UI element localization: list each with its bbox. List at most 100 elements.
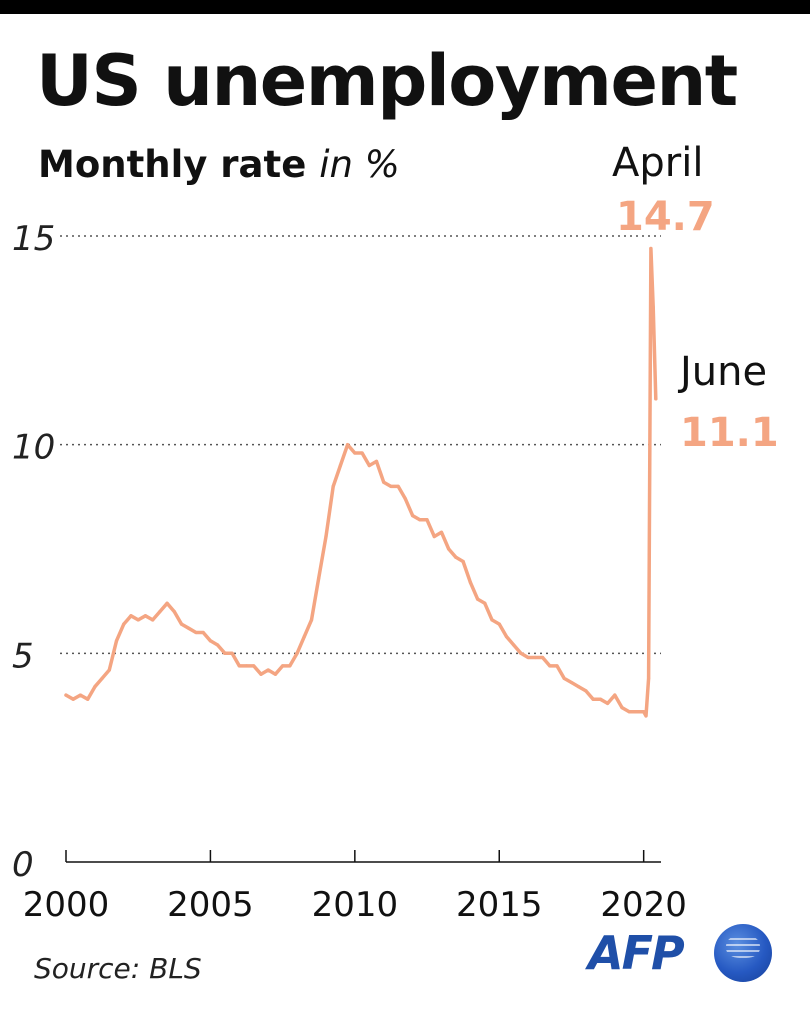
axes bbox=[65, 850, 661, 863]
data-point bbox=[237, 664, 241, 668]
data-point bbox=[100, 676, 104, 680]
x-tick-label-2015: 2015 bbox=[456, 885, 543, 925]
annotation-april-month: April bbox=[612, 140, 703, 186]
data-point bbox=[179, 622, 184, 626]
data-point bbox=[483, 601, 487, 605]
data-point bbox=[605, 701, 610, 706]
data-point bbox=[143, 614, 148, 618]
data-point bbox=[208, 639, 213, 643]
data-point bbox=[533, 655, 537, 660]
data-point bbox=[338, 463, 342, 468]
data-point bbox=[512, 643, 516, 647]
data-point bbox=[382, 480, 386, 484]
data-point bbox=[331, 484, 335, 488]
data-point bbox=[432, 534, 436, 539]
afp-logo: AFP bbox=[588, 920, 778, 990]
y-tick-label-5: 5 bbox=[12, 636, 34, 676]
data-point bbox=[646, 676, 651, 680]
data-point bbox=[288, 664, 292, 668]
data-point bbox=[158, 610, 162, 614]
data-point bbox=[187, 626, 191, 630]
data-point bbox=[654, 397, 658, 401]
data-point bbox=[490, 618, 494, 622]
data-point bbox=[634, 710, 639, 714]
afp-logo-text: AFP bbox=[588, 926, 685, 980]
data-point bbox=[411, 514, 415, 518]
data-point bbox=[548, 664, 552, 668]
data-point bbox=[324, 534, 328, 539]
subtitle-unit: in % bbox=[319, 143, 400, 186]
data-point bbox=[78, 693, 83, 697]
data-point bbox=[569, 680, 574, 685]
data-point bbox=[651, 305, 655, 309]
data-point bbox=[259, 672, 263, 676]
annotations: April 14.7 June 11.1 bbox=[612, 140, 779, 456]
data-point bbox=[475, 597, 480, 601]
data-point bbox=[223, 651, 227, 655]
data-point bbox=[577, 685, 581, 689]
data-point bbox=[129, 614, 133, 618]
data-point bbox=[461, 559, 465, 564]
y-tick-label-10: 10 bbox=[12, 428, 55, 468]
data-point bbox=[374, 459, 379, 463]
top-bar bbox=[0, 0, 810, 14]
data-point bbox=[540, 655, 545, 660]
data-point bbox=[172, 610, 176, 614]
data-point bbox=[230, 651, 234, 655]
data-point bbox=[649, 246, 653, 251]
globe-icon bbox=[714, 924, 772, 982]
data-point bbox=[216, 643, 220, 647]
data-point bbox=[281, 664, 285, 668]
data-point bbox=[396, 484, 400, 488]
data-point bbox=[504, 635, 509, 639]
data-point bbox=[194, 630, 198, 635]
data-point bbox=[302, 635, 306, 639]
data-point bbox=[526, 655, 530, 660]
data-point bbox=[367, 463, 371, 468]
data-point bbox=[562, 676, 566, 680]
tick-labels: 0 5 10 15 2000 2005 2010 2015 2020 bbox=[12, 219, 687, 925]
data-point bbox=[114, 639, 119, 643]
chart-title: US unemployment bbox=[36, 40, 738, 122]
data-point bbox=[64, 693, 68, 697]
data-point bbox=[425, 518, 429, 522]
data-point bbox=[598, 697, 602, 701]
data-point bbox=[93, 685, 97, 689]
data-point bbox=[273, 672, 278, 676]
data-point bbox=[360, 451, 364, 455]
x-tick-label-2020: 2020 bbox=[600, 885, 687, 925]
data-point bbox=[389, 484, 393, 488]
series-line-0 bbox=[64, 246, 658, 718]
data-point bbox=[454, 555, 458, 559]
data-point bbox=[244, 664, 249, 668]
data-point bbox=[644, 714, 648, 718]
y-tick-label-0: 0 bbox=[12, 845, 34, 885]
data-point bbox=[201, 630, 205, 635]
data-point bbox=[418, 518, 422, 522]
subtitle-main: Monthly rate bbox=[38, 143, 307, 186]
data-point bbox=[165, 601, 169, 605]
annotation-june-value: 11.1 bbox=[680, 410, 779, 456]
data-point bbox=[497, 622, 501, 626]
data-point bbox=[107, 668, 111, 672]
data-point bbox=[266, 668, 270, 672]
data-point bbox=[447, 547, 451, 551]
x-tick-label-2000: 2000 bbox=[23, 885, 110, 925]
data-point bbox=[439, 530, 444, 534]
data-point bbox=[403, 497, 407, 501]
chart-subtitle: Monthly rate in % bbox=[38, 146, 400, 183]
data-point bbox=[627, 710, 631, 714]
data-point bbox=[317, 576, 321, 580]
data-point bbox=[252, 664, 256, 668]
x-tick-label-2010: 2010 bbox=[312, 885, 399, 925]
data-point bbox=[151, 618, 155, 622]
series-layer bbox=[64, 246, 658, 718]
data-point bbox=[309, 618, 314, 622]
data-point bbox=[555, 664, 559, 668]
data-point bbox=[620, 705, 624, 710]
x-tick-label-2005: 2005 bbox=[167, 885, 254, 925]
data-point bbox=[519, 651, 523, 655]
data-point bbox=[122, 622, 126, 626]
data-point bbox=[591, 697, 595, 701]
